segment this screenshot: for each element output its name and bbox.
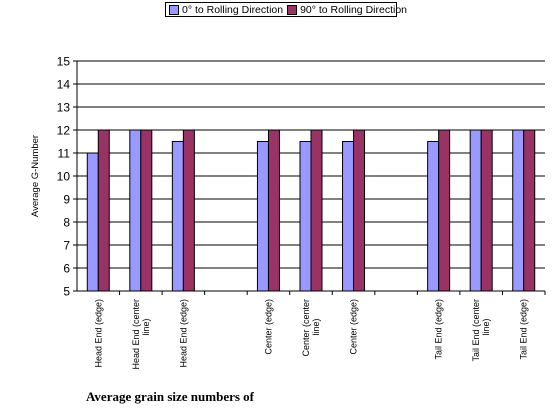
bar-90deg-4 bbox=[267, 129, 280, 292]
x-tick-label-2: Head End (edge) bbox=[178, 299, 188, 368]
y-tick-label-5: 5 bbox=[63, 285, 70, 299]
legend-item-90deg: 90° to Rolling Direction bbox=[287, 4, 407, 16]
y-axis-label: Average G-Number bbox=[30, 135, 41, 217]
bar-0deg-10 bbox=[512, 129, 525, 292]
x-tick-label-6: Center (edge) bbox=[349, 299, 359, 355]
bar-90deg-10 bbox=[523, 129, 536, 292]
legend-swatch-90deg bbox=[287, 4, 298, 15]
bar-90deg-5 bbox=[310, 129, 323, 292]
x-tick-label-1: Head End (centerline) bbox=[131, 299, 151, 370]
chart-caption: Average grain size numbers of bbox=[86, 389, 255, 404]
y-tick-label-15: 15 bbox=[57, 55, 71, 69]
bar-0deg-2 bbox=[171, 141, 184, 292]
bar-0deg-4 bbox=[256, 141, 269, 292]
y-tick-label-13: 13 bbox=[57, 101, 71, 115]
bar-0deg-8 bbox=[427, 141, 440, 292]
legend-label-0deg: 0° to Rolling Direction bbox=[182, 3, 284, 16]
bar-0deg-5 bbox=[299, 141, 312, 292]
bar-0deg-9 bbox=[469, 129, 482, 292]
y-tick-label-14: 14 bbox=[57, 78, 71, 92]
y-tick-label-12: 12 bbox=[57, 124, 71, 138]
bar-90deg-0 bbox=[97, 129, 110, 292]
legend: 0° to Rolling Direction 90° to Rolling D… bbox=[165, 2, 407, 17]
bar-90deg-8 bbox=[438, 129, 451, 292]
x-tick-label-0: Head End (edge) bbox=[93, 299, 103, 368]
y-tick-label-6: 6 bbox=[63, 262, 70, 276]
legend-swatch-0deg bbox=[169, 4, 179, 15]
x-tick-label-10: Tail End (edge) bbox=[519, 299, 529, 360]
y-tick-label-9: 9 bbox=[63, 193, 70, 207]
x-tick-label-9: Tail End (centerline) bbox=[471, 299, 491, 362]
y-tick-label-10: 10 bbox=[57, 170, 71, 184]
legend-item-0deg: 0° to Rolling Direction bbox=[169, 4, 283, 16]
bar-90deg-1 bbox=[140, 129, 153, 292]
bar-0deg-6 bbox=[342, 141, 355, 292]
x-tick-label-5: Center (centerline) bbox=[301, 299, 321, 357]
x-tick-label-4: Center (edge) bbox=[263, 299, 273, 355]
bar-90deg-6 bbox=[353, 129, 366, 292]
bar-0deg-0 bbox=[86, 152, 99, 292]
bar-0deg-1 bbox=[129, 129, 142, 292]
bar-90deg-2 bbox=[182, 129, 195, 292]
y-tick-label-7: 7 bbox=[63, 239, 70, 253]
y-tick-label-11: 11 bbox=[58, 147, 71, 161]
bar-90deg-9 bbox=[480, 129, 493, 292]
y-tick-label-8: 8 bbox=[63, 216, 70, 230]
x-tick-label-8: Tail End (edge) bbox=[434, 299, 444, 360]
legend-label-90deg: 90° to Rolling Direction bbox=[300, 3, 407, 16]
